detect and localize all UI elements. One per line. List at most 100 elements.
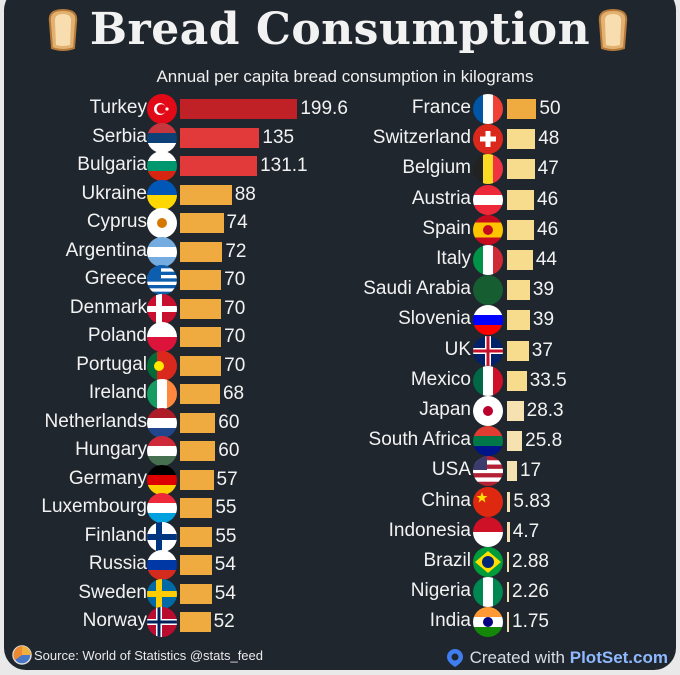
created-with-credit[interactable]: Created with PlotSet.com [446, 648, 668, 668]
bar-row-nigeria: Nigeria 2.26 [0, 577, 680, 608]
bread-icon-left [48, 8, 78, 51]
bar [507, 219, 535, 240]
country-label: Nigeria [410, 580, 471, 602]
flag-brazil-icon [473, 547, 503, 577]
bar-row-denmark: Denmark 70 [0, 293, 680, 324]
bar-row-germany: Germany 57 [0, 464, 680, 495]
country-label: Cyprus [86, 211, 147, 232]
created-with-text: Created with [469, 648, 570, 667]
bar-row-luxembourg: Luxembourg 55 [0, 493, 680, 523]
bar-row-greece: Greece 70 [0, 265, 680, 295]
bar-row-china: China 5.83 [0, 486, 680, 517]
flag-spain-icon [473, 214, 503, 245]
bar-row-turkey: Turkey 199.6 [0, 94, 680, 124]
world-of-statistics-logo-icon [12, 645, 32, 665]
chart-subtitle: Annual per capita bread consumption in k… [156, 67, 534, 86]
country-label: Poland [87, 325, 147, 346]
value-label: 5.83 [513, 490, 551, 512]
bar-row-switzerland: Switzerland 48 [0, 124, 680, 155]
bar [507, 370, 527, 391]
value-label: 135 [262, 126, 295, 148]
flag-ireland-icon [147, 379, 177, 409]
value-label: 199.6 [300, 98, 348, 119]
bar [507, 461, 517, 482]
country-label: Sweden [78, 581, 147, 603]
value-label: 46 [537, 218, 559, 240]
flag-sweden-icon [147, 578, 177, 609]
value-label: 50 [539, 98, 561, 119]
bar-row-argentina: Argentina 72 [0, 236, 680, 267]
bar-row-serbia: Serbia 135 [0, 122, 680, 153]
value-label: 17 [519, 460, 542, 482]
country-label: Bulgaria [77, 154, 147, 175]
bar-row-italy: Italy 44 [0, 245, 680, 275]
bar [507, 129, 536, 150]
bar-row-cyprus: Cyprus 74 [0, 208, 680, 238]
value-label: 39 [532, 279, 555, 301]
bar [507, 159, 535, 180]
country-label: China [421, 489, 471, 511]
country-label: Argentina [65, 239, 147, 261]
value-label: 2.88 [512, 551, 549, 572]
country-label: Japan [419, 399, 471, 420]
flag-india-icon [473, 607, 503, 638]
value-label: 54 [214, 582, 236, 604]
bar [507, 280, 530, 301]
value-label: 55 [215, 525, 237, 547]
country-label: Luxembourg [41, 496, 147, 517]
value-label: 25.8 [525, 430, 563, 452]
country-label: Netherlands [44, 410, 147, 432]
bar-row-uk: UK 37 [0, 335, 680, 366]
value-label: 1.75 [512, 611, 549, 633]
flag-germany-icon [147, 464, 177, 495]
bar-row-brazil: Brazil 2.88 [0, 547, 680, 577]
plotset-logo-icon [446, 649, 463, 667]
flag-norway-icon [147, 607, 177, 637]
country-label: Saudi Arabia [363, 278, 471, 300]
flag-belgium-icon [473, 154, 503, 185]
bar [180, 412, 216, 433]
bar-row-slovenia: Slovenia 39 [0, 305, 680, 336]
value-label: 54 [214, 554, 236, 575]
country-label: Belgium [402, 157, 471, 179]
plotset-link[interactable]: PlotSet.com [569, 648, 668, 667]
value-label: 74 [226, 212, 248, 233]
country-label: Serbia [92, 125, 147, 147]
value-label: 44 [535, 249, 557, 270]
bar-row-hungary: Hungary 60 [0, 436, 680, 466]
bar [507, 491, 511, 512]
value-label: 70 [224, 354, 246, 376]
country-label: Spain [422, 217, 471, 239]
flag-saudi-arabia-icon [473, 275, 503, 306]
country-label: Norway [82, 610, 147, 631]
flag-netherlands-icon [147, 407, 177, 438]
infographic-card [4, 0, 676, 670]
country-label: France [411, 97, 471, 118]
flag-austria-icon [473, 184, 503, 215]
value-label: 28.3 [526, 400, 564, 421]
chart-title: Bread Consumption [89, 4, 591, 55]
country-label: Brazil [423, 550, 471, 571]
bar [507, 401, 524, 421]
country-label: Mexico [410, 368, 471, 390]
bar [180, 241, 223, 262]
bar [507, 99, 537, 119]
bar [507, 250, 533, 270]
value-label: 4.7 [512, 520, 540, 542]
bar [180, 583, 212, 604]
bar [507, 612, 509, 633]
bar [180, 298, 222, 319]
flag-hungary-icon [147, 436, 177, 466]
country-label: Italy [436, 248, 471, 269]
bar [180, 127, 260, 148]
flag-bulgaria-icon [147, 151, 177, 181]
bar [180, 469, 214, 490]
flag-finland-icon [147, 521, 177, 552]
flag-nigeria-icon [473, 577, 503, 608]
bar-row-saudi-arabia: Saudi Arabia 39 [0, 275, 680, 306]
country-label: Austria [411, 187, 471, 209]
bar [180, 355, 222, 376]
flag-italy-icon [473, 245, 503, 275]
flag-luxembourg-icon [147, 493, 177, 523]
bar [507, 310, 530, 331]
